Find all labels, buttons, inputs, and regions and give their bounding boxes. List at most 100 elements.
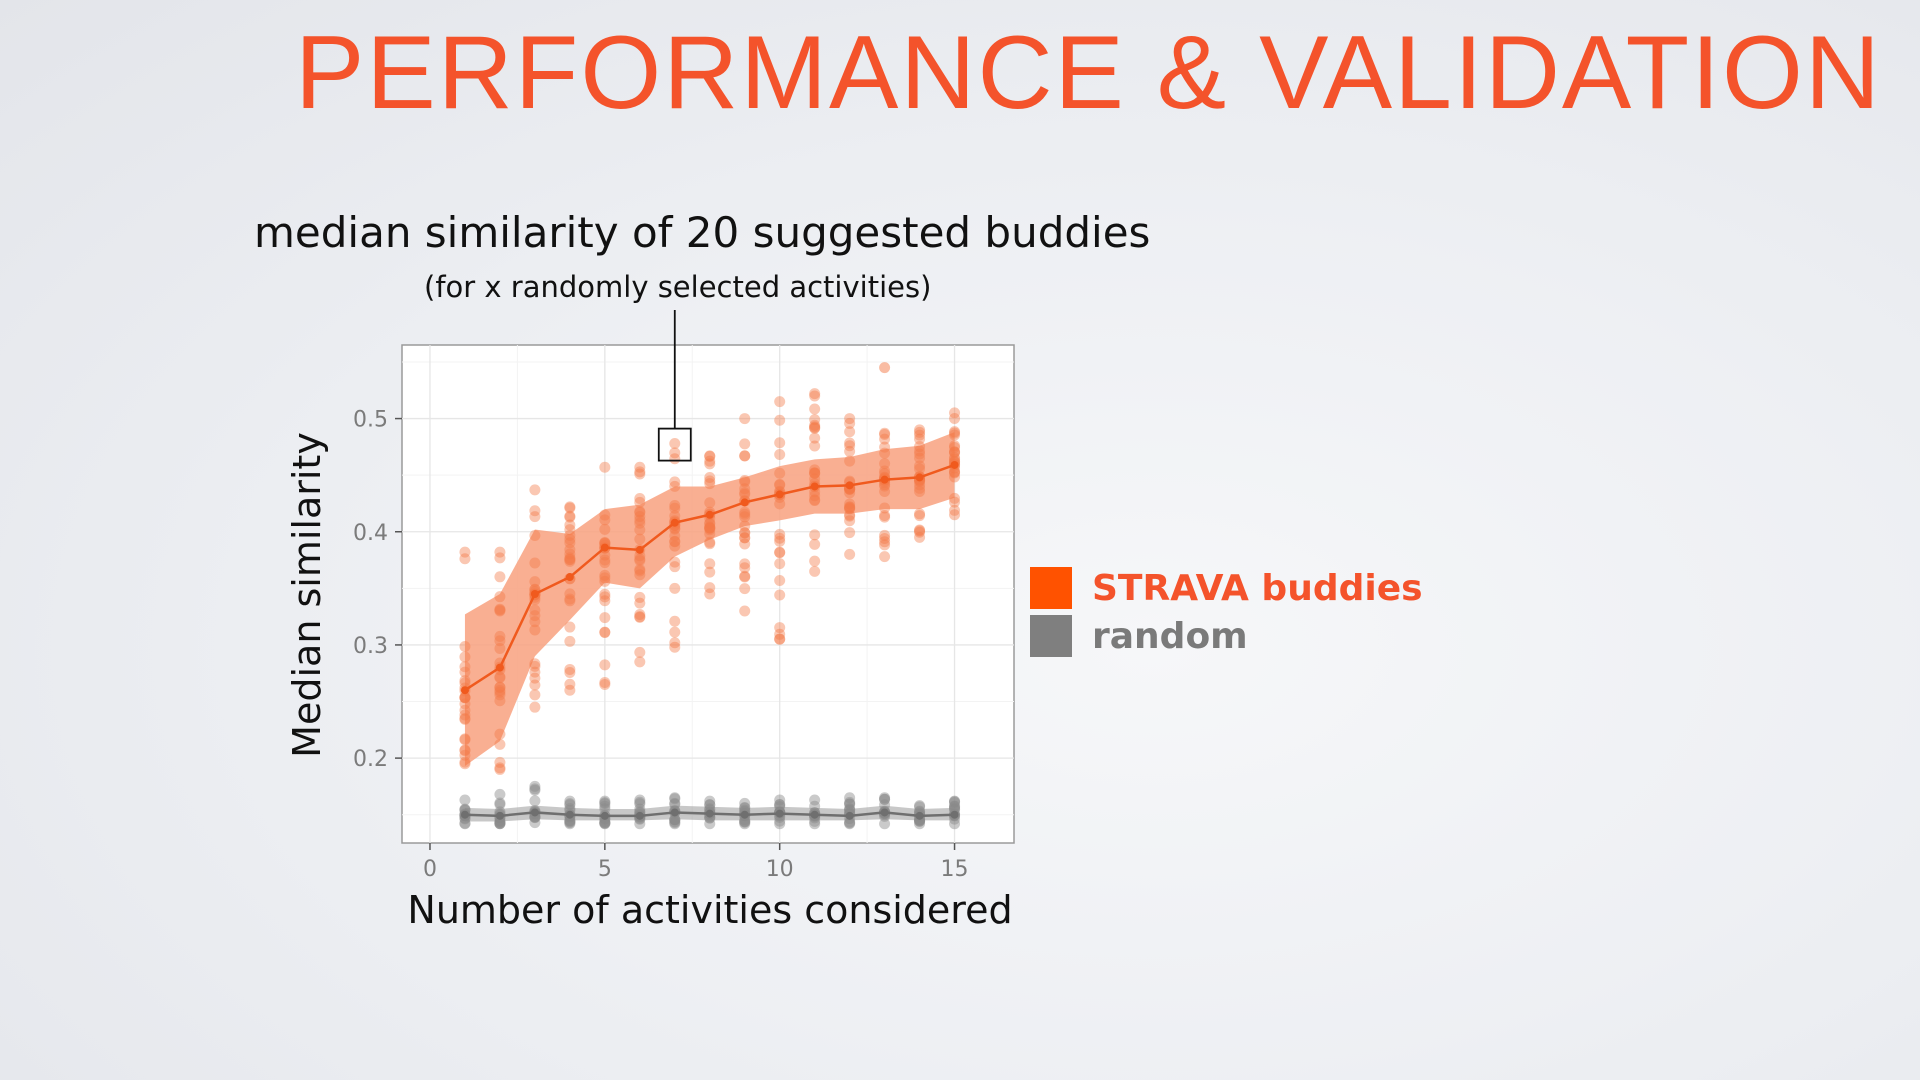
data-point-strava: [879, 502, 891, 514]
data-point-strava: [669, 536, 681, 548]
data-point-random: [844, 818, 856, 830]
legend-item-strava: STRAVA buddies: [1030, 564, 1423, 612]
data-point-strava: [529, 672, 541, 684]
data-point-strava: [809, 422, 821, 434]
annotation-title: median similarity of 20 suggested buddie…: [254, 208, 1151, 257]
data-point-strava: [459, 692, 471, 704]
data-point-random: [564, 798, 576, 810]
data-point-strava: [704, 536, 716, 548]
data-point-random: [494, 818, 506, 830]
data-point-strava: [914, 452, 926, 464]
data-point-strava: [914, 448, 926, 460]
data-point-strava: [914, 531, 926, 543]
data-point-random: [459, 794, 471, 806]
median-point-random: [775, 809, 784, 818]
data-point-random: [774, 801, 786, 813]
data-point-strava: [774, 479, 786, 491]
data-point-strava: [669, 447, 681, 459]
data-point-random: [564, 816, 576, 828]
median-point-strava: [495, 663, 504, 672]
data-point-strava: [599, 591, 611, 603]
median-point-strava: [670, 518, 679, 527]
data-point-strava: [809, 555, 821, 567]
data-point-strava: [809, 388, 821, 400]
data-point-strava: [599, 626, 611, 638]
data-point-strava: [809, 467, 821, 479]
data-point-random: [669, 813, 681, 825]
data-point-strava: [599, 572, 611, 584]
data-point-random: [739, 818, 751, 830]
data-point-strava: [669, 502, 681, 514]
data-point-strava: [494, 604, 506, 616]
data-point-random: [564, 815, 576, 827]
data-point-strava: [494, 546, 506, 558]
data-point-strava: [494, 635, 506, 647]
data-point-strava: [844, 501, 856, 513]
data-point-strava: [774, 535, 786, 547]
data-point-strava: [634, 591, 646, 603]
data-point-random: [949, 796, 961, 808]
data-point-strava: [879, 539, 891, 551]
data-point-random: [634, 818, 646, 830]
data-point-strava: [739, 413, 751, 425]
data-point-random: [704, 799, 716, 811]
data-point-strava: [844, 501, 856, 513]
data-point-strava: [494, 756, 506, 768]
data-point-strava: [669, 626, 681, 638]
data-point-random: [599, 795, 611, 807]
data-point-random: [914, 818, 926, 830]
median-point-random: [565, 810, 574, 819]
data-point-strava: [599, 461, 611, 473]
data-point-random: [529, 795, 541, 807]
data-point-random: [739, 797, 751, 809]
data-point-strava: [774, 532, 786, 544]
data-point-strava: [529, 658, 541, 670]
data-point-strava: [459, 712, 471, 724]
data-point-random: [529, 784, 541, 796]
data-point-random: [494, 797, 506, 809]
data-point-strava: [599, 514, 611, 526]
data-point-strava: [774, 396, 786, 408]
data-point-random: [669, 797, 681, 809]
data-point-strava: [844, 455, 856, 467]
data-point-strava: [634, 533, 646, 545]
data-point-random: [844, 798, 856, 810]
data-point-strava: [809, 432, 821, 444]
data-point-strava: [704, 517, 716, 529]
data-point-random: [879, 793, 891, 805]
data-point-strava: [844, 510, 856, 522]
data-point-strava: [879, 458, 891, 470]
data-point-strava: [879, 532, 891, 544]
median-point-random: [670, 808, 679, 817]
data-point-random: [704, 818, 716, 830]
data-point-strava: [459, 734, 471, 746]
data-point-strava: [494, 695, 506, 707]
median-point-strava: [845, 481, 854, 490]
data-point-strava: [739, 483, 751, 495]
data-point-random: [914, 800, 926, 812]
data-point-strava: [844, 445, 856, 457]
data-point-strava: [529, 610, 541, 622]
data-point-strava: [704, 522, 716, 534]
data-point-strava: [949, 453, 961, 465]
data-point-strava: [459, 698, 471, 710]
data-point-strava: [669, 641, 681, 653]
data-point-strava: [634, 466, 646, 478]
data-point-strava: [949, 496, 961, 508]
data-point-random: [634, 803, 646, 815]
data-point-strava: [599, 557, 611, 569]
data-point-strava: [599, 509, 611, 521]
data-point-random: [599, 817, 611, 829]
data-point-random: [774, 815, 786, 827]
data-point-strava: [634, 514, 646, 526]
data-point-strava: [809, 565, 821, 577]
data-point-random: [669, 818, 681, 830]
data-point-strava: [529, 511, 541, 523]
data-point-strava: [494, 591, 506, 603]
data-point-strava: [529, 604, 541, 616]
data-point-strava: [704, 566, 716, 578]
data-point-strava: [774, 546, 786, 558]
data-point-strava: [949, 452, 961, 464]
data-point-strava: [634, 611, 646, 623]
median-point-random: [845, 811, 854, 820]
